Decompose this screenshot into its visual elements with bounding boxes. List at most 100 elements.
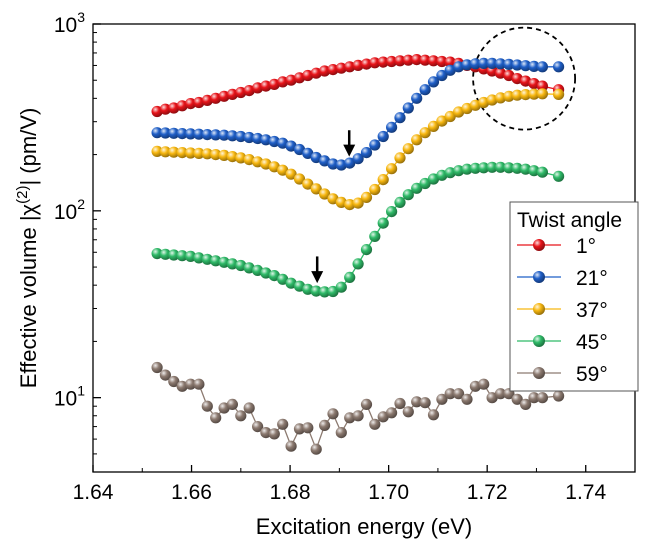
data-point <box>319 155 331 167</box>
data-point <box>369 230 381 242</box>
data-point <box>226 258 238 270</box>
data-point <box>327 64 339 76</box>
data-point <box>235 259 247 272</box>
data-point <box>528 60 540 72</box>
data-point <box>285 74 297 86</box>
data-point <box>419 397 431 409</box>
data-point <box>536 392 549 404</box>
data-point <box>411 182 423 194</box>
data-point <box>243 85 255 97</box>
data-point <box>226 130 238 142</box>
data-point <box>185 250 197 262</box>
data-point <box>277 273 289 285</box>
series-5 <box>151 361 565 455</box>
data-point <box>226 151 238 163</box>
data-point <box>168 102 180 114</box>
series-3 <box>151 88 565 211</box>
data-point <box>260 134 272 146</box>
data-point <box>520 89 532 101</box>
data-point <box>536 61 549 73</box>
data-point <box>285 168 297 180</box>
data-point <box>511 73 523 85</box>
data-point <box>520 398 532 410</box>
data-point <box>344 157 356 169</box>
data-point <box>478 96 490 109</box>
data-point <box>193 147 205 159</box>
data-point <box>427 409 440 421</box>
x-tick-label: 1.72 <box>467 481 508 504</box>
data-point <box>252 132 264 145</box>
data-point <box>327 158 339 170</box>
data-point <box>494 161 507 173</box>
data-point <box>402 189 414 201</box>
data-point <box>218 149 230 161</box>
data-point <box>235 152 247 164</box>
data-point <box>335 159 347 171</box>
data-point <box>168 127 180 139</box>
data-point <box>176 250 188 262</box>
data-point <box>193 252 205 264</box>
data-point <box>293 143 306 156</box>
data-point <box>260 80 272 92</box>
data-point <box>453 106 465 118</box>
data-point <box>360 244 373 256</box>
data-point <box>210 255 222 267</box>
x-tick-label: 1.70 <box>368 481 409 504</box>
series-line <box>157 93 559 206</box>
legend-marker <box>533 239 545 251</box>
y-tick-label: 103 <box>54 9 85 37</box>
legend-box <box>509 201 639 392</box>
data-point <box>302 147 314 159</box>
series-line <box>157 166 559 293</box>
data-point <box>528 88 540 100</box>
data-point <box>293 423 306 435</box>
data-point <box>193 128 205 140</box>
data-point <box>310 151 322 164</box>
data-point <box>503 90 515 102</box>
data-point <box>344 61 356 73</box>
data-point <box>243 402 255 414</box>
data-point <box>352 153 364 165</box>
data-point <box>461 163 473 175</box>
annotations <box>311 26 576 284</box>
data-point <box>260 267 272 279</box>
y-axis-title-post: | (pm/V) <box>16 108 41 186</box>
legend-label: 21° <box>576 267 608 290</box>
data-point <box>201 400 213 412</box>
data-point <box>411 134 423 146</box>
y-axis-title-sup: (2) <box>14 186 31 204</box>
data-point <box>151 127 163 139</box>
data-point <box>344 199 356 211</box>
data-point <box>168 375 180 388</box>
data-point <box>260 427 272 439</box>
legend: Twist angle 1° 21° 37° 45° 59° <box>509 201 639 392</box>
legend-marker <box>533 303 545 315</box>
data-point <box>486 161 498 173</box>
data-point <box>302 283 314 295</box>
data-point <box>419 177 431 190</box>
data-point <box>444 388 456 400</box>
data-point <box>453 165 465 177</box>
annotation-arrow <box>343 130 356 157</box>
data-point <box>185 128 197 140</box>
data-point <box>494 388 507 400</box>
y-axis-title-pre: Effective volume | <box>16 215 41 388</box>
data-point <box>386 163 398 175</box>
data-point <box>444 110 456 123</box>
data-point <box>536 88 549 100</box>
data-point <box>176 380 188 392</box>
data-point <box>402 143 414 155</box>
data-point <box>436 115 448 127</box>
data-point <box>310 285 322 297</box>
data-point <box>185 378 197 390</box>
data-point <box>210 412 222 424</box>
data-point <box>285 440 297 452</box>
data-point <box>394 397 406 410</box>
data-point <box>369 418 381 430</box>
data-point <box>427 55 440 67</box>
data-point <box>436 393 448 405</box>
data-point <box>427 76 440 88</box>
data-point <box>151 361 163 374</box>
y-axis-title: Effective volume |χ(2)| (pm/V) <box>14 108 41 389</box>
x-axis-title: Excitation energy (eV) <box>256 514 472 539</box>
